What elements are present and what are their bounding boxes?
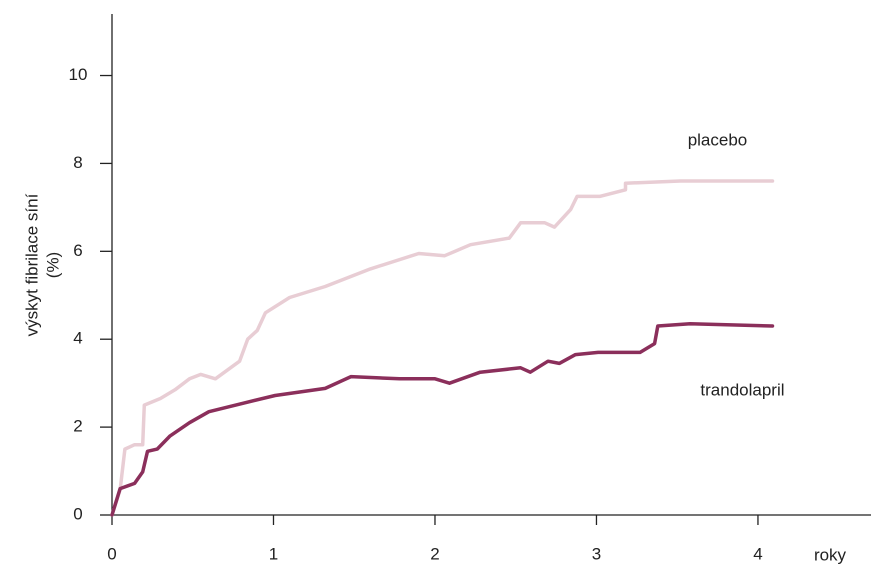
y-tick-label: 8 [73, 153, 82, 172]
x-tick-label: 0 [107, 544, 116, 563]
series-label: trandolapril [700, 381, 784, 400]
y-axis-label: výskyt fibrilace síní [22, 193, 41, 336]
series-line [110, 322, 775, 517]
x-tick-label: 4 [753, 544, 762, 563]
x-axis-label: roky [814, 545, 847, 564]
y-tick-label: 10 [69, 65, 88, 84]
x-tick-label: 1 [269, 544, 278, 563]
y-tick-label: 0 [73, 504, 82, 523]
y-tick-label: 2 [73, 417, 82, 436]
x-tick-label: 3 [592, 544, 601, 563]
x-tick-label: 2 [430, 544, 439, 563]
series-label: placebo [688, 130, 748, 149]
y-tick-label: 6 [73, 241, 82, 260]
y-axis-label: (%) [43, 252, 62, 278]
series-line [110, 179, 775, 517]
y-tick-label: 4 [73, 329, 82, 348]
